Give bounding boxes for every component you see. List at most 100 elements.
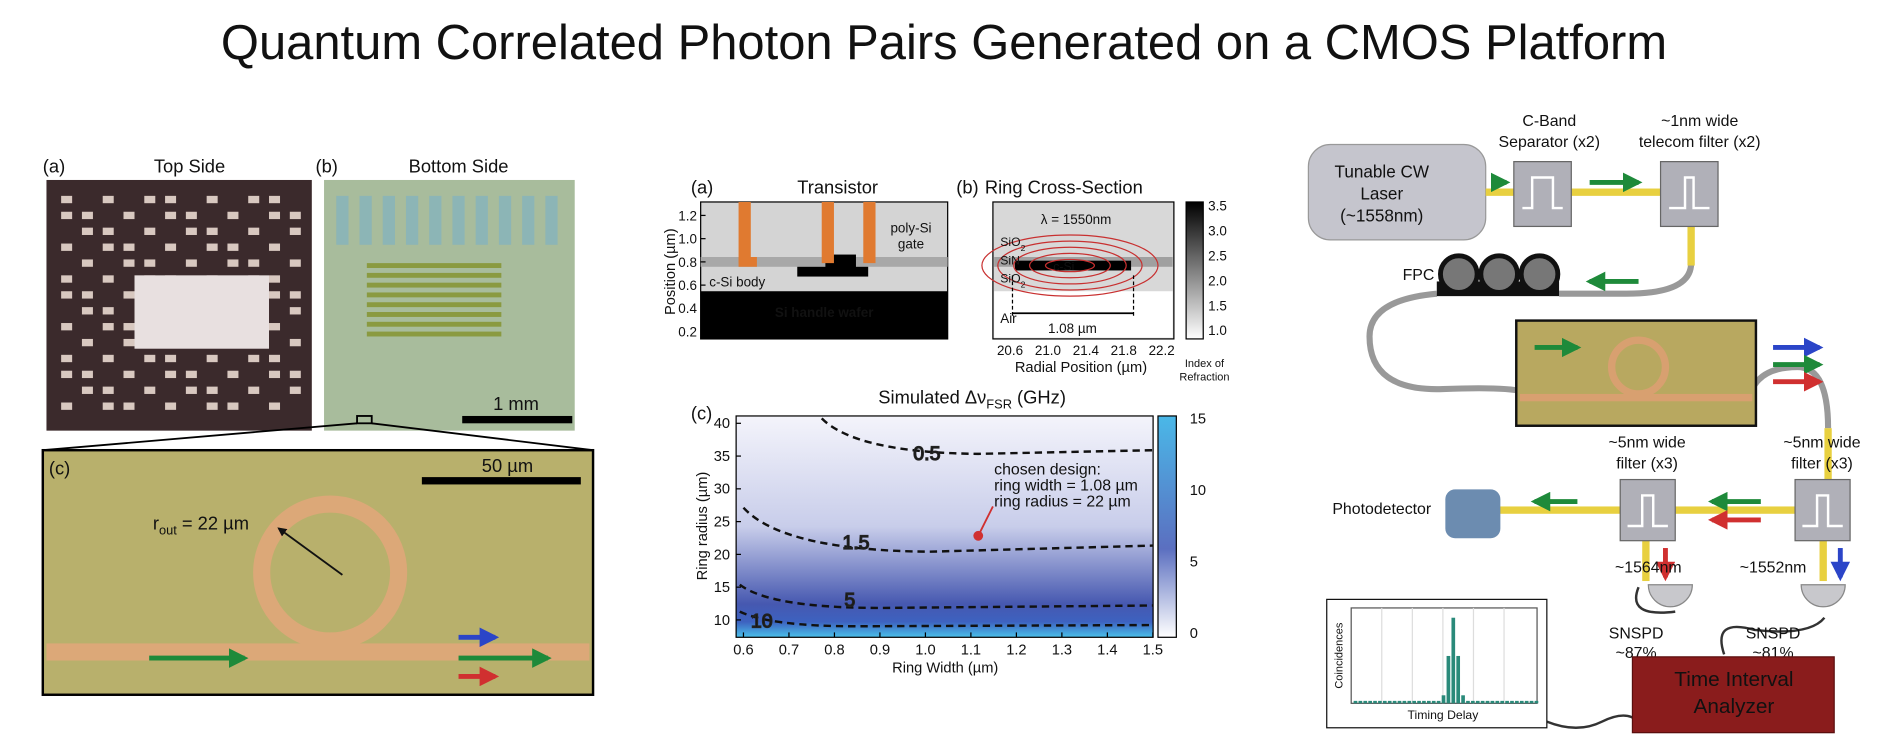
chip-pad xyxy=(206,227,218,235)
panel-label: (b) xyxy=(315,156,337,177)
histogram-bar xyxy=(1353,700,1358,704)
mode-contour xyxy=(997,240,1143,291)
chip-pad xyxy=(61,275,73,283)
colorbar-tick: 10 xyxy=(1190,483,1206,499)
histogram-bar xyxy=(1515,700,1519,704)
text-part: 2 xyxy=(1021,243,1026,253)
component-label: ~5nm wide xyxy=(1783,435,1860,452)
chip-pad xyxy=(289,370,301,379)
annotation: ring radius = 22 µm xyxy=(994,493,1131,510)
histogram-bar xyxy=(1363,700,1368,704)
text-part: (GHz) xyxy=(1012,387,1066,408)
chip-feature xyxy=(359,195,372,245)
component-label: SNSPD xyxy=(1609,626,1664,643)
x-tick-label: 0.6 xyxy=(733,642,753,658)
chip-pad xyxy=(269,243,281,251)
fiber-yellow xyxy=(1497,506,1621,514)
histogram-bar xyxy=(1412,700,1416,704)
chip-pad xyxy=(123,338,135,347)
chip-pad xyxy=(123,323,135,331)
colorbar-tick: 2.0 xyxy=(1208,273,1227,288)
colorbar xyxy=(1157,415,1177,638)
chip-pad xyxy=(123,291,135,299)
component-label: ~1nm wide xyxy=(1661,113,1738,130)
chip-pad xyxy=(81,307,93,315)
axis-label: Radial Position (µm) xyxy=(1015,360,1147,376)
contour-label: 10 xyxy=(751,611,773,633)
chip-pad xyxy=(206,354,218,363)
text-part: r xyxy=(153,513,159,534)
panel-title: Ring Cross-Section xyxy=(985,176,1143,197)
chip-pad xyxy=(81,386,93,394)
annotation: ring width = 1.08 µm xyxy=(994,478,1138,495)
y-tick-label: 35 xyxy=(714,449,730,465)
slide-title: Quantum Correlated Photon Pairs Generate… xyxy=(221,16,1667,70)
scale-bar-label: 1 mm xyxy=(493,393,539,414)
histogram-bar xyxy=(1417,700,1421,704)
chip-stripe xyxy=(366,292,502,298)
zoom-line xyxy=(371,422,594,452)
chip-feature xyxy=(475,195,488,245)
chip-pad xyxy=(185,259,197,267)
histogram-axes xyxy=(1350,607,1538,704)
heatmap xyxy=(735,415,1154,638)
fiber-yellow xyxy=(1642,540,1650,582)
panel-label: (b) xyxy=(956,176,978,197)
component-label: SNSPD xyxy=(1746,626,1801,643)
contour-label: 1.5 xyxy=(842,532,869,554)
bandpass-filter xyxy=(1619,478,1676,542)
chip-stripe xyxy=(366,302,502,308)
mode-contour xyxy=(981,234,1159,297)
design-point xyxy=(973,530,984,541)
air xyxy=(994,291,1173,338)
fiber-yellow xyxy=(1672,506,1796,514)
chip-stripe xyxy=(366,272,502,278)
histogram-bar xyxy=(1387,700,1392,704)
chip-pad xyxy=(144,259,156,267)
histogram-bar xyxy=(1402,700,1407,704)
chip-pad xyxy=(81,338,93,347)
chip-pad xyxy=(123,243,135,251)
chip-pad xyxy=(206,386,218,394)
histogram-bar xyxy=(1480,700,1485,704)
chip-image xyxy=(1515,319,1758,427)
y-tick-label: 0.6 xyxy=(678,278,697,293)
x-tick-label: 1.4 xyxy=(1097,642,1117,658)
filter-symbol xyxy=(1669,176,1710,210)
chip-pad xyxy=(289,291,301,299)
plot-title: Simulated ΔνFSR (GHz) xyxy=(878,387,1066,412)
fiber xyxy=(1634,586,1676,614)
chip-feature xyxy=(545,195,558,245)
laser-label: (~1558nm) xyxy=(1340,207,1423,226)
chip-pad xyxy=(102,275,114,283)
histogram-bar xyxy=(1422,700,1426,704)
telecom-filter xyxy=(1659,161,1719,228)
chip-pad xyxy=(269,402,281,410)
chip-pad xyxy=(185,211,197,220)
scale-bar-label: 50 µm xyxy=(482,455,533,476)
chip-pad xyxy=(289,211,301,220)
chip-pad xyxy=(102,307,114,315)
y-tick-label: 30 xyxy=(714,482,730,498)
y-tick-label: 0.2 xyxy=(678,324,697,339)
chip-pad xyxy=(248,259,260,267)
chip-pad xyxy=(227,211,239,220)
chip-pad xyxy=(144,386,156,394)
component-label: filter (x3) xyxy=(1791,456,1853,473)
chip-feature xyxy=(336,195,349,245)
contour xyxy=(742,506,1154,553)
chip-pad xyxy=(269,370,281,379)
x-tick-label: 0.9 xyxy=(870,642,890,658)
chip-pad xyxy=(289,259,301,267)
histogram-bar xyxy=(1500,700,1505,704)
separator xyxy=(1513,161,1572,228)
chip-pad xyxy=(102,386,114,394)
fiber xyxy=(1748,363,1832,429)
chip-pad xyxy=(102,402,114,410)
fiber xyxy=(1546,714,1640,729)
chip-pad xyxy=(165,402,177,410)
x-tick-label: 0.8 xyxy=(824,642,844,658)
chip-pad xyxy=(206,402,218,410)
fiber xyxy=(1366,290,1524,395)
